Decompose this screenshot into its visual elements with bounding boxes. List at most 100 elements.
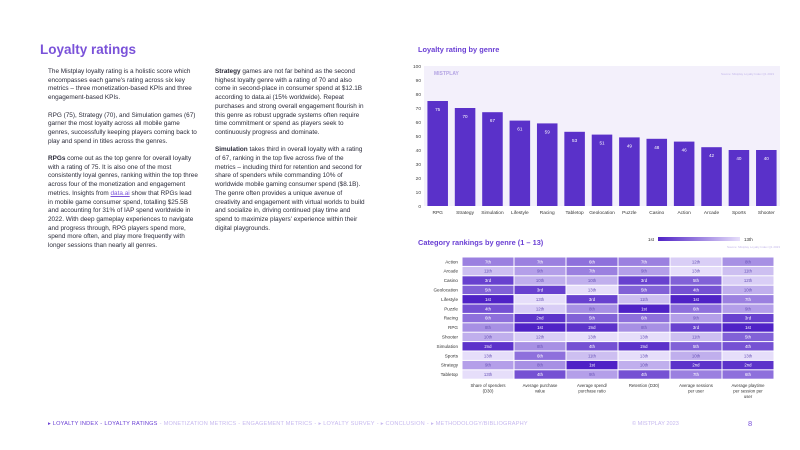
bar-lifestyle (509, 120, 531, 206)
heatmap-cell (462, 370, 514, 379)
bar-shooter (756, 150, 777, 206)
cell-value: 13th (536, 297, 545, 302)
x-tick-label: RPG (432, 210, 443, 216)
cell-value: 10th (692, 353, 701, 358)
simulation-paragraph: Simulation takes third in overall loyalt… (215, 146, 365, 233)
cell-value: 10th (744, 288, 753, 293)
cell-value: 11th (744, 269, 753, 274)
heatmap-cell (514, 276, 566, 285)
bar-chart-heading: Loyalty rating by genre (418, 45, 500, 54)
footer-separator: - (159, 421, 162, 427)
cell-value: 5th (693, 344, 700, 349)
footer-nav-item[interactable]: LOYALTY RATINGS (104, 421, 158, 427)
cell-value: 2nd (744, 363, 752, 368)
cell-value: 3rd (589, 297, 596, 302)
heatmap-cell (514, 257, 566, 266)
heatmap-cell (618, 360, 670, 370)
cell-value: 1st (589, 363, 596, 368)
footer-nav-item[interactable]: ▸ METHODOLOGY/BIBLIOGRAPHY (430, 421, 528, 427)
y-tick-label: 50 (416, 134, 422, 140)
heatmap-cell (722, 295, 774, 304)
x-tick-label: Sports (732, 210, 746, 216)
cell-value: 6th (641, 316, 648, 321)
heatmap-cell (514, 295, 566, 304)
loyalty-bar-chart: MISTPLAY Source: Mistplay Loyalty Index Q… (413, 64, 780, 216)
cell-value: 8th (537, 344, 544, 349)
cell-value: 13th (484, 353, 493, 358)
bar-action (673, 141, 695, 206)
column-label-line: value (535, 389, 546, 394)
footer-nav-item[interactable]: ▸ LOYALTY SURVEY (318, 421, 375, 427)
cell-value: 6th (693, 306, 700, 311)
cell-value: 7th (589, 269, 596, 274)
heatmap-cell (514, 313, 566, 323)
bar-strategy (454, 108, 476, 206)
cell-value: 13th (484, 372, 493, 377)
heatmap-cell (670, 351, 722, 360)
bar-rpg (427, 101, 448, 206)
cell-value: 7th (485, 259, 492, 264)
column-label: Share of spenders (D30) (470, 383, 505, 393)
cell-value: 9th (589, 372, 596, 377)
cell-value: 8th (485, 325, 492, 330)
scale-high-label: 13th (744, 237, 753, 242)
bar-value-label: 42 (709, 153, 715, 158)
bar-value-label: 75 (435, 107, 441, 112)
footer-nav-item[interactable]: ▸ CONCLUSION (380, 421, 425, 427)
column-label-line: Average purchase (523, 383, 558, 388)
heatmap-cell (514, 370, 566, 379)
bar-value-label: 61 (517, 127, 523, 132)
row-label: Strategy (441, 363, 459, 368)
heatmap-cell (566, 304, 618, 313)
cell-value: 9th (641, 269, 648, 274)
footer-separator: - (376, 421, 379, 427)
x-tick-label: Action (677, 210, 691, 216)
cell-value: 1st (693, 297, 700, 302)
cell-value: 1st (641, 306, 648, 311)
cell-value: 5th (745, 335, 752, 340)
heatmap-cell (462, 360, 514, 370)
y-tick-label: 70 (416, 106, 422, 112)
heatmap-cell (514, 332, 566, 342)
cell-value: 2nd (536, 316, 544, 321)
heatmap-cell (618, 285, 670, 295)
row-label: Shooter (442, 335, 459, 340)
heatmap-cell (566, 295, 618, 304)
column-label-line: Share of spenders (470, 383, 505, 388)
cell-value: 8th (589, 306, 596, 311)
cell-value: 1st (745, 325, 752, 330)
row-label: RPG (448, 325, 458, 330)
y-tick-label: 10 (416, 190, 422, 196)
left-text-column: The Mistplay loyalty rating is a holisti… (48, 68, 198, 259)
heatmap-cell (618, 295, 670, 304)
footer-nav-item[interactable]: ▸ LOYALTY INDEX (48, 421, 99, 427)
footer-nav-item[interactable]: ENGAGEMENT METRICS (242, 421, 313, 427)
footer-nav-item[interactable]: MONETIZATION METRICS (163, 421, 237, 427)
cell-value: 6th (537, 353, 544, 358)
bar-sports (728, 150, 750, 206)
bar-value-label: 59 (545, 129, 551, 134)
cell-value: 13th (744, 353, 753, 358)
heatmap-cell (722, 276, 774, 285)
y-tick-label: 30 (416, 162, 422, 168)
cell-value: 9th (537, 269, 544, 274)
bar-puzzle (619, 137, 640, 206)
data-ai-link[interactable]: data.ai (110, 189, 130, 197)
cell-value: 11th (640, 297, 649, 302)
cell-value: 13th (640, 353, 649, 358)
x-tick-label: Simulation (481, 210, 504, 216)
heatmap-cell (566, 360, 618, 370)
x-tick-label: Puzzle (622, 210, 637, 216)
cell-value: 3rd (485, 278, 492, 283)
cell-value: 4th (537, 372, 544, 377)
y-tick-label: 100 (413, 64, 421, 70)
heatmap-cell (566, 313, 618, 323)
column-label: Average playtime per session per user (731, 383, 765, 399)
cell-value: 6th (745, 372, 752, 377)
cell-value: 8th (745, 259, 752, 264)
cell-value: 2nd (484, 344, 492, 349)
bar-value-label: 40 (736, 156, 742, 161)
heatmap-cell (722, 323, 774, 332)
cell-value: 9th (693, 316, 700, 321)
strategy-text: games are not far behind as the second h… (215, 68, 364, 136)
